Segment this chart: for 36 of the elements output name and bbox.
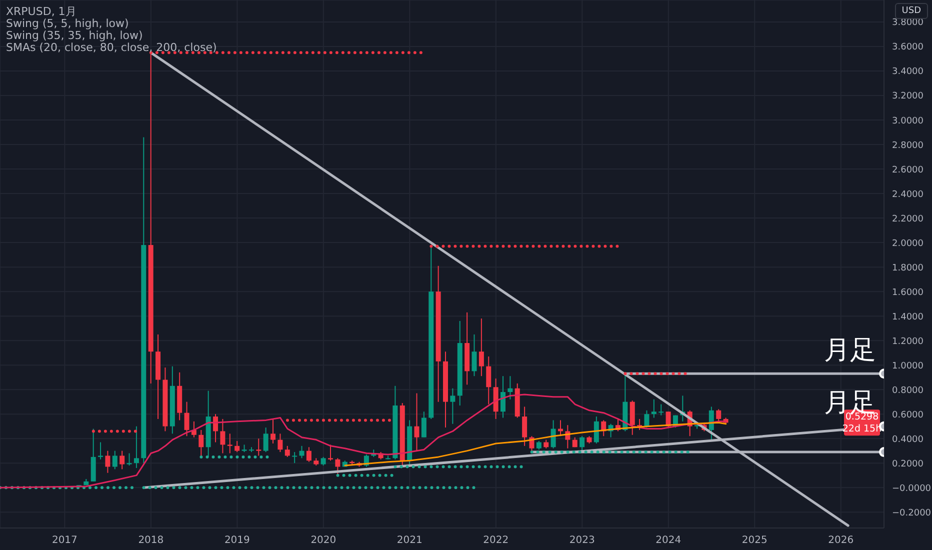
- y-tick-label: 3.0000: [892, 116, 924, 126]
- y-tick-label: 1.4000: [892, 312, 924, 322]
- y-tick-label: 0.8000: [892, 386, 924, 396]
- y-tick-label: 2.8000: [892, 140, 924, 151]
- y-tick-label: 3.6000: [892, 42, 924, 53]
- text: USD: [894, 3, 928, 19]
- y-tick-label: 2.4000: [892, 190, 924, 200]
- x-tick-label: 2019: [224, 535, 250, 546]
- annotation: Swing (5, 5, high, low): [6, 17, 130, 30]
- x-tick-label: 2017: [52, 535, 78, 546]
- y-tick-label: 0.2000: [892, 459, 924, 470]
- x-tick-label: 2026: [828, 535, 854, 546]
- text: XRPUSD, 1月: [6, 5, 78, 18]
- y-tick-label: 0.6000: [892, 410, 924, 420]
- y-tick-label: 0.4000: [892, 434, 924, 445]
- x-tick-label: 2025: [742, 535, 768, 546]
- x-tick-label: 2021: [396, 535, 422, 546]
- series-label: 月足: [824, 334, 876, 365]
- x-tick-label: 2018: [138, 535, 164, 546]
- y-tick-label: −0.2000: [892, 508, 932, 518]
- y-tick-label: 3.4000: [892, 67, 924, 78]
- y-tick-label: 1.6000: [892, 288, 924, 298]
- annotation: Swing (35, 35, high, low): [6, 29, 144, 42]
- x-tick-label: 2020: [310, 535, 336, 546]
- y-tick-label: 1.2000: [892, 336, 924, 347]
- y-tick-label: −0.0000: [892, 484, 932, 494]
- y-tick-label: 1.8000: [892, 263, 924, 274]
- x-tick-label: 2023: [569, 535, 595, 546]
- annotation: SMAs (20, close, 80, close, 200, close): [6, 41, 217, 54]
- x-tick-label: 2022: [483, 535, 509, 546]
- y-tick-label: 1.0000: [892, 361, 924, 372]
- x-tick-label: 2024: [656, 535, 682, 546]
- y-tick-label: 3.2000: [892, 92, 924, 102]
- y-tick-label: 2.2000: [892, 214, 924, 224]
- y-tick-label: 2.0000: [892, 238, 924, 249]
- y-tick-label: 2.6000: [892, 165, 924, 176]
